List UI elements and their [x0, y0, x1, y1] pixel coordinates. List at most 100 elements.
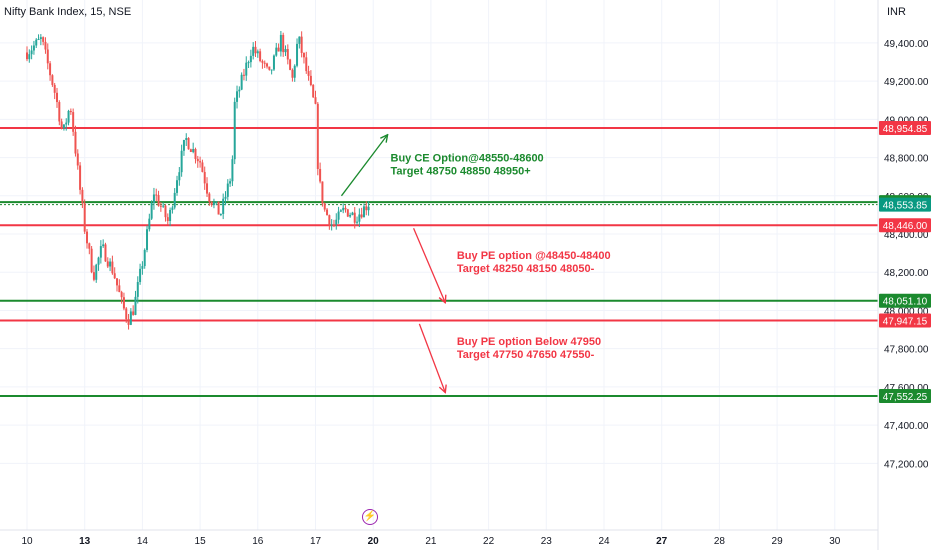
price-tag: [879, 389, 931, 404]
candle-body: [56, 92, 59, 103]
x-tick-label: 24: [598, 536, 610, 547]
candle-body: [275, 47, 278, 56]
x-tick-label: 29: [772, 536, 784, 547]
candle-body: [67, 110, 70, 123]
candle-body: [210, 201, 213, 205]
call-annotation-text[interactable]: Buy CE Option@48550-48600: [391, 152, 544, 164]
x-tick-label: 28: [714, 536, 726, 547]
candle-body: [233, 101, 236, 160]
candle-body: [120, 292, 123, 298]
candle-body: [44, 41, 47, 50]
candle-body: [194, 148, 197, 159]
price-tag-label: 48,553.85: [883, 201, 928, 212]
candle-body: [263, 62, 266, 64]
candle-body: [242, 74, 245, 76]
candle-body: [157, 195, 160, 206]
put-annotation-2-text[interactable]: Buy PE option Below 47950: [457, 336, 601, 348]
candle-body: [62, 124, 65, 129]
candle-body: [279, 34, 282, 52]
call-annotation-arrow[interactable]: [340, 135, 387, 197]
candle-body: [88, 243, 91, 249]
candle-body: [69, 110, 72, 113]
candle-body: [328, 215, 331, 226]
candle-body: [358, 214, 361, 222]
candle-body: [312, 84, 315, 98]
candle-body: [104, 244, 107, 262]
candle-body: [39, 37, 42, 40]
candle-body: [182, 139, 185, 151]
price-tag: [879, 120, 931, 135]
y-tick-label: 47,400.00: [884, 421, 929, 432]
put-annotation-2-text[interactable]: Target 47750 47650 47550-: [457, 349, 595, 361]
candle-body: [231, 159, 234, 182]
put-annotation-1-text[interactable]: Target 48250 48150 48050-: [457, 263, 595, 275]
candle-body: [111, 261, 114, 274]
call-annotation-text[interactable]: Target 48750 48850 48950+: [391, 165, 531, 177]
candle-body: [268, 66, 271, 70]
candle-body: [229, 181, 232, 184]
candle-body: [342, 207, 345, 211]
candle-body: [270, 69, 273, 71]
candle-body: [321, 181, 324, 204]
candle-body: [256, 51, 259, 54]
candle-body: [300, 36, 303, 53]
candle-body: [37, 39, 40, 41]
candle-body: [298, 36, 301, 44]
put-annotation-1-arrow[interactable]: [412, 228, 446, 303]
price-tag: [879, 313, 931, 328]
x-tick-label: 21: [425, 536, 437, 547]
put-annotation-1-text[interactable]: Buy PE option @48450-48400: [457, 250, 611, 262]
candle-body: [42, 37, 45, 42]
flash-icon[interactable]: ⚡: [362, 509, 378, 525]
candle-body: [81, 189, 84, 204]
candle-body: [171, 207, 174, 210]
candle-body: [261, 61, 264, 63]
candle-body: [293, 65, 296, 78]
put-annotation-2-arrow[interactable]: [418, 323, 445, 393]
candle-body: [196, 158, 199, 162]
symbol-title[interactable]: Nifty Bank Index, 15, NSE: [4, 6, 132, 18]
x-tick-label: 15: [195, 536, 207, 547]
candle-body: [346, 209, 349, 217]
candle-body: [254, 46, 257, 54]
candle-body: [143, 249, 146, 267]
candle-body: [83, 203, 86, 232]
candle-body: [30, 50, 33, 55]
candle-body: [367, 206, 370, 211]
candle-body: [49, 63, 52, 76]
candle-body: [86, 231, 89, 244]
candle-body: [282, 34, 285, 53]
candle-body: [215, 201, 218, 203]
candle-body: [349, 214, 352, 217]
candle-body: [152, 194, 155, 204]
x-tick-label: 14: [137, 536, 149, 547]
x-tick-label: 27: [656, 536, 668, 547]
candle-body: [192, 148, 195, 152]
candle-body: [97, 257, 100, 265]
candle-body: [309, 75, 312, 85]
x-tick-label: 30: [829, 536, 841, 547]
candle-body: [72, 112, 75, 132]
candle-body: [236, 91, 239, 102]
candle-body: [353, 212, 356, 223]
candle-body: [132, 311, 135, 315]
candle-body: [224, 196, 227, 199]
candle-body: [178, 172, 181, 181]
candle-body: [106, 261, 109, 267]
candle-body: [146, 229, 149, 250]
candle-body: [356, 221, 359, 223]
candle-body: [150, 203, 153, 219]
candle-body: [26, 52, 28, 60]
candle-body: [323, 203, 326, 210]
y-tick-label: 47,800.00: [884, 345, 929, 356]
candle-body: [129, 311, 132, 325]
currency-label[interactable]: INR: [887, 6, 906, 18]
candle-body: [203, 171, 206, 184]
candle-body: [51, 75, 54, 85]
candle-body: [222, 198, 225, 214]
price-tag-label: 48,051.10: [883, 297, 928, 308]
candle-body: [127, 319, 130, 325]
candle-body: [148, 218, 151, 230]
